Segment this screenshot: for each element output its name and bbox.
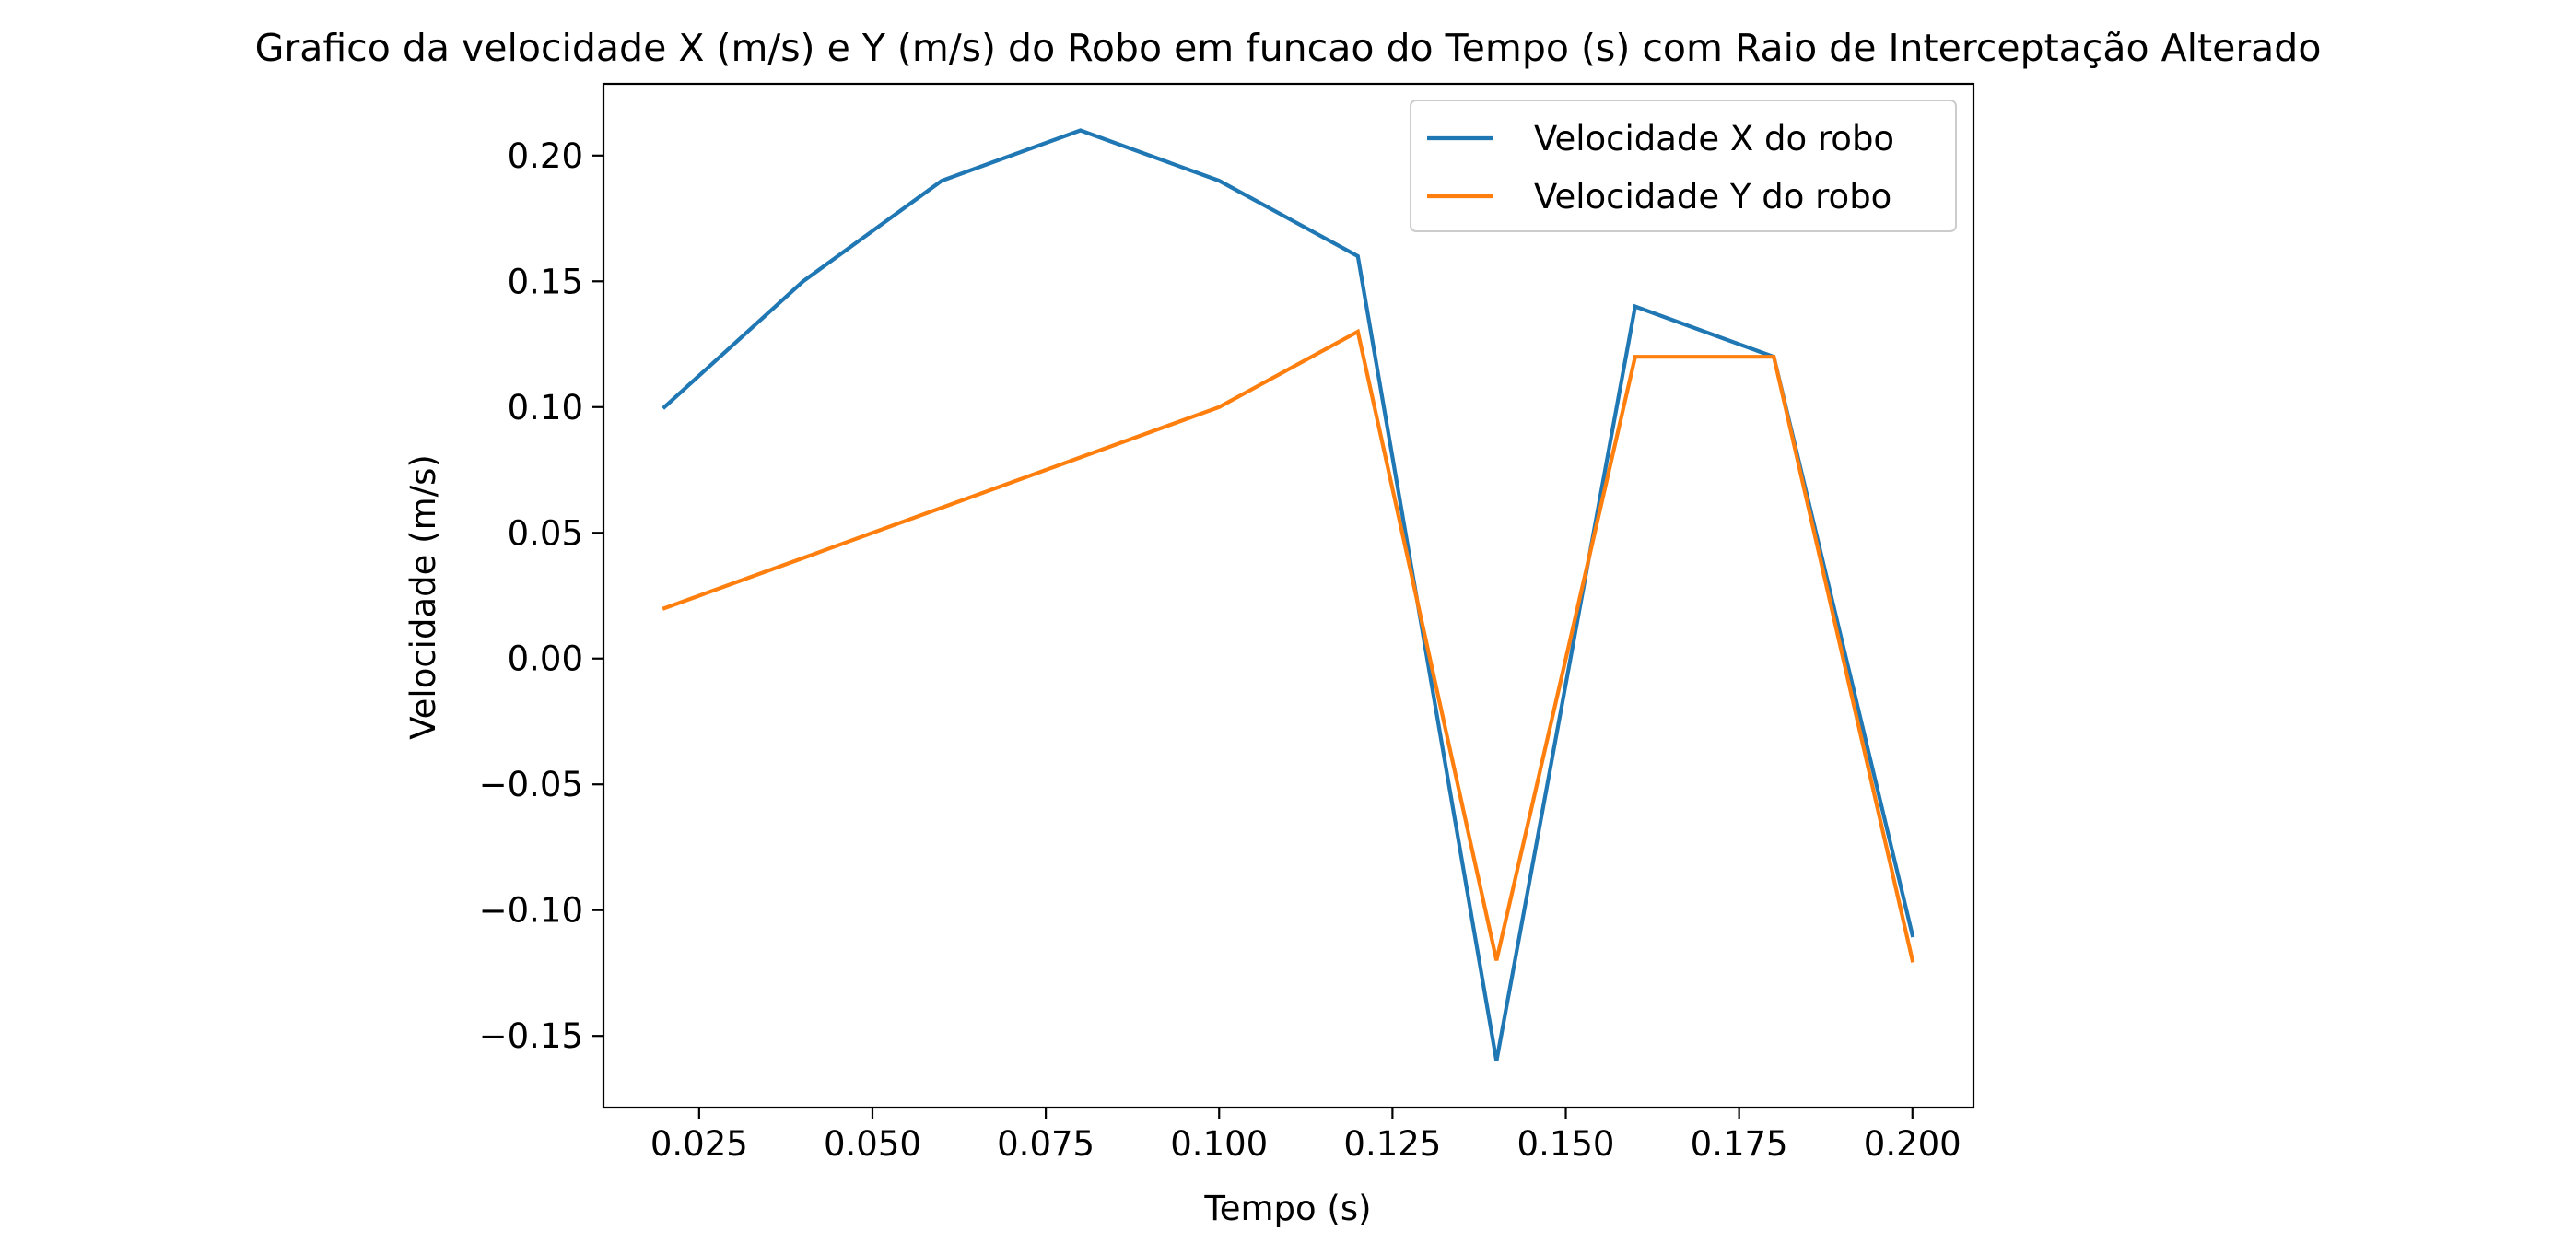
y-tick-label: −0.05 (479, 765, 583, 804)
chart-title: Grafico da velocidade X (m/s) e Y (m/s) … (255, 26, 2322, 70)
x-tick-label: 0.150 (1517, 1124, 1615, 1164)
y-tick-label: 0.10 (508, 388, 583, 428)
x-tick-label: 0.200 (1864, 1124, 1961, 1164)
y-tick-label: 0.00 (508, 639, 583, 679)
axes: 0.025 0.050 0.075 0.100 0.125 0.150 0.175 0.200… (479, 82, 1975, 1164)
y-tick-label: 0.20 (508, 136, 583, 176)
x-tick-label: 0.075 (997, 1124, 1095, 1164)
y-tick-label: 0.05 (508, 513, 583, 553)
x-tick-label: 0.125 (1343, 1124, 1441, 1164)
x-axis-label: Tempo (s) (1203, 1189, 1371, 1228)
y-tick-label: −0.10 (479, 891, 583, 931)
x-tick-label: 0.175 (1691, 1124, 1788, 1164)
series-line-velocidade-x (662, 128, 1915, 1061)
y-tick-label: 0.15 (508, 262, 583, 301)
x-tick-label: 0.025 (650, 1124, 748, 1164)
legend-label: Velocidade X do robo (1534, 119, 1894, 158)
series-line-velocidade-y (662, 328, 1915, 963)
y-axis-label: Velocidade (m/s) (404, 454, 443, 740)
legend-box (1410, 100, 1957, 232)
x-tick-label: 0.100 (1170, 1124, 1268, 1164)
legend: Velocidade X do robo Velocidade Y do robo (1410, 100, 1957, 232)
legend-label: Velocidade Y do robo (1534, 177, 1891, 217)
y-tick-label: −0.15 (479, 1016, 583, 1056)
x-tick-label: 0.050 (824, 1124, 921, 1164)
series-lines (662, 128, 1915, 1061)
plot-frame (602, 82, 1975, 1109)
